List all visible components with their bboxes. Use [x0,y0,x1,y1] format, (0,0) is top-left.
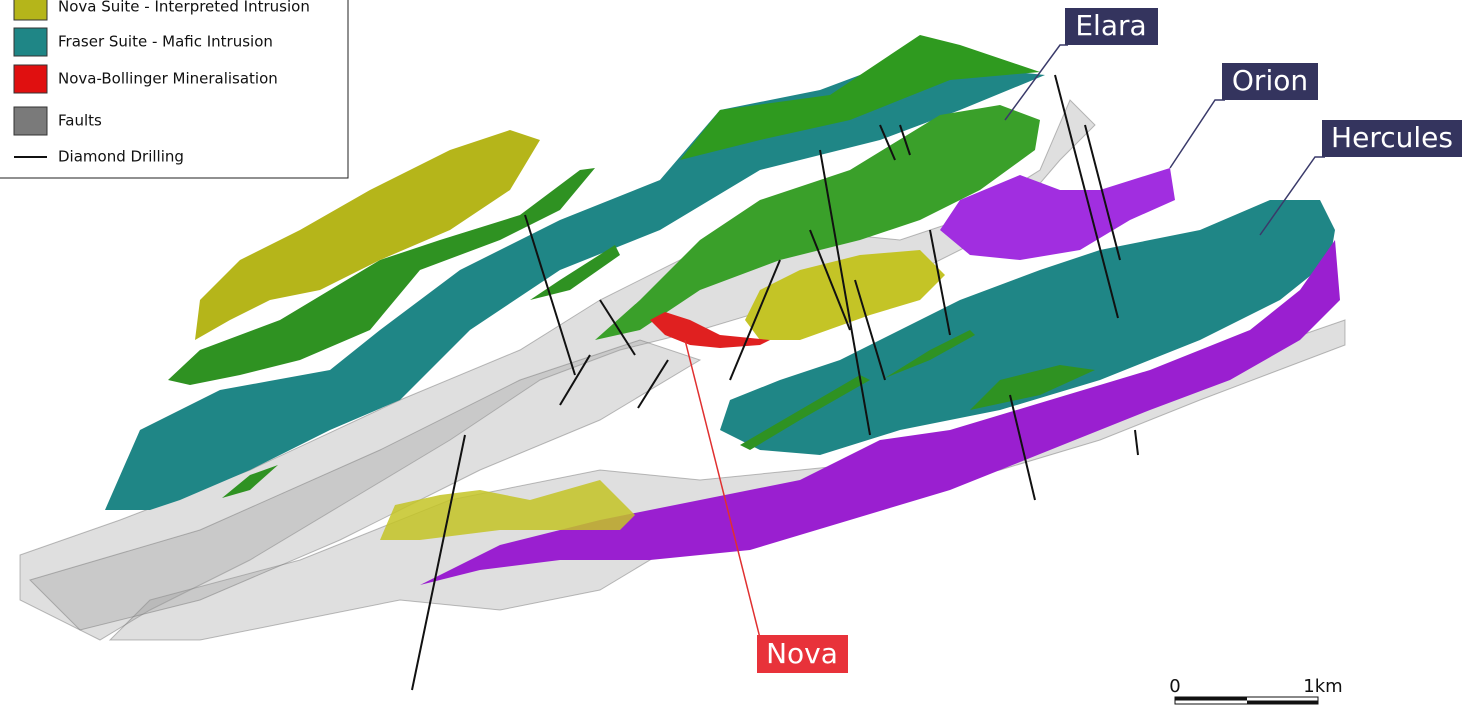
legend-box [0,0,349,179]
callout-leaders-shape [684,339,761,639]
drill-holes-shape [809,229,851,331]
drill-holes-shape [559,354,591,406]
scale-bar: 0 1km [1169,676,1343,705]
purple-body [420,168,1340,585]
drill-holes-shape [1054,74,1119,319]
purple-body-shape [940,168,1175,260]
drill-holes-shape [854,279,886,381]
drill-holes-shape [1134,429,1139,456]
legend-swatch [13,0,48,21]
scale-bar-segment [1247,700,1318,704]
green-body-shape [740,375,870,450]
legend-label: Fraser Suite - Mafic Intrusion [58,33,273,51]
green-body [168,35,1095,498]
green-body-shape [680,35,1040,160]
mafic-intrusion-shape [105,60,1045,510]
drill-holes-shape [524,214,576,376]
drill-holes-shape [879,124,896,161]
legend-label: Nova Suite - Interpreted Intrusion [58,0,310,16]
drill-holes-shape [599,299,636,356]
drill-holes-shape [1084,124,1121,261]
legend: Nova Suite - Interpreted Intrusion Frase… [0,0,349,179]
interpreted-intrusion-shape [195,130,540,340]
green-body-shape [168,168,595,385]
legend-swatch [13,64,48,94]
callout-label: Orion [1232,64,1308,97]
callout-label: Hercules [1331,121,1453,154]
drill-holes-shape [729,259,781,381]
drill-holes-shape [929,229,951,336]
drill-holes-shape [819,149,871,436]
drill-holes-shape [637,359,669,409]
callout-leaders-shape [1259,156,1325,236]
drill-holes [411,74,1139,691]
legend-label: Diamond Drilling [58,148,184,166]
mafic-intrusion-shape [720,200,1335,455]
green-body-shape [595,105,1040,340]
callout-leaders-shape [1169,99,1225,169]
nova-mineralisation [650,312,770,348]
legend-swatch [13,106,48,136]
interpreted-intrusion-shape [380,480,635,540]
scale-bar-segment [1175,697,1247,701]
legend-swatch [13,27,48,57]
faults-shape [108,319,1346,641]
interpreted-intrusion [195,130,945,540]
legend-label: Nova-Bollinger Mineralisation [58,70,278,88]
scale-label: 0 [1169,676,1180,697]
drill-holes-shape [411,434,466,691]
drill-holes-shape [1009,394,1036,501]
callout-label: Nova [766,637,838,670]
legend-label: Faults [58,112,102,130]
callouts: Elara Orion Hercules Nova [757,8,1462,673]
green-body-shape [885,330,975,378]
drill-holes-shape [899,124,911,156]
green-body-shape [970,365,1095,410]
callout-box [757,635,848,673]
green-body-shape [222,465,278,498]
callout-label: Elara [1075,9,1146,42]
callout-box [1222,63,1318,100]
scale-label: 1km [1303,676,1342,697]
callout-box [1322,120,1462,157]
callout-box [1065,8,1158,45]
purple-body-shape [420,240,1340,585]
green-body-shape [530,245,620,300]
mafic-intrusion [105,60,1335,510]
